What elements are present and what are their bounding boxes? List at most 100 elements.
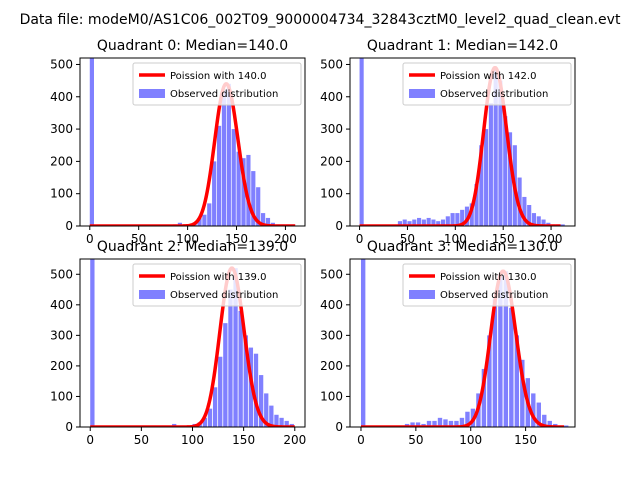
legend-label-poisson: Poission with 140.0 xyxy=(170,71,266,82)
quadrant-1-frame xyxy=(349,57,576,227)
y-tick-label: 0 xyxy=(335,420,343,434)
histogram-bar xyxy=(359,58,364,226)
histogram-bar xyxy=(492,298,498,427)
histogram-bar xyxy=(212,161,217,226)
x-tick-label: 200 xyxy=(274,232,297,246)
histogram-bar xyxy=(202,214,207,226)
legend-label-poisson: Poission with 130.0 xyxy=(440,272,536,283)
histogram-bar xyxy=(221,90,227,226)
histogram-bar xyxy=(223,323,228,427)
quadrant-0-plot-area xyxy=(89,58,296,226)
histogram-bar xyxy=(417,217,422,226)
histogram-bar xyxy=(465,411,470,427)
quadrant-2-legend: Poission with 139.0 Observed distribution xyxy=(132,263,302,307)
x-tick-label: 50 xyxy=(131,232,146,246)
histogram-bar xyxy=(197,217,202,226)
histogram-bar xyxy=(202,417,208,427)
histogram-bar xyxy=(246,154,251,226)
histogram-bar xyxy=(522,196,527,226)
quadrant-1-panel: Quadrant 1: Median=142.0 0 50 100 150 200 0 100… xyxy=(320,38,576,246)
histogram-bar xyxy=(410,422,415,427)
histogram-bar xyxy=(407,221,412,226)
y-tick-label: 400 xyxy=(50,90,73,104)
histogram-bar xyxy=(445,216,450,226)
histogram-bar xyxy=(253,353,259,427)
y-tick-label: 200 xyxy=(50,154,73,168)
y-tick-label: 100 xyxy=(50,389,73,403)
x-tick-label: 0 xyxy=(356,232,364,246)
histogram-bar xyxy=(459,417,465,427)
histogram-bar xyxy=(228,289,233,427)
histogram-bar xyxy=(509,307,514,427)
quadrant-2-panel: Quadrant 2: Median=139.0 0 50 100 150 200 0 100… xyxy=(50,239,306,447)
histogram-bar xyxy=(233,268,238,427)
histogram-bar xyxy=(265,217,271,226)
histogram-bar xyxy=(226,83,231,226)
histogram-bar xyxy=(455,213,460,226)
legend-bar-swatch xyxy=(409,89,435,98)
histogram-bar xyxy=(498,274,503,427)
histogram-bar xyxy=(90,259,95,427)
y-tick-label: 100 xyxy=(50,187,73,201)
x-tick-label: 100 xyxy=(181,433,204,447)
histogram-bar xyxy=(256,187,261,226)
y-tick-label: 100 xyxy=(320,187,343,201)
x-tick-label: 150 xyxy=(232,433,255,447)
histogram-bar xyxy=(450,213,455,226)
histogram-bar xyxy=(207,203,212,226)
y-tick-label: 300 xyxy=(320,328,343,342)
x-tick-label: 150 xyxy=(492,232,515,246)
figure-suptitle: Data file: modeM0/AS1C06_002T09_90000047… xyxy=(20,12,621,28)
histogram-bar xyxy=(454,420,459,427)
quadrant-0-frame xyxy=(79,57,306,227)
x-tick-label: 150 xyxy=(514,433,537,447)
y-tick-label: 400 xyxy=(320,298,343,312)
histogram-bar xyxy=(260,213,266,226)
histogram-bar xyxy=(536,216,541,226)
x-tick-label: 50 xyxy=(408,433,423,447)
y-tick-label: 200 xyxy=(50,359,73,373)
histogram-bar xyxy=(264,393,269,427)
histogram-bar xyxy=(436,221,441,226)
x-tick-label: 100 xyxy=(176,232,199,246)
histogram-bar xyxy=(212,387,218,427)
quadrant-2-title: Quadrant 2: Median=139.0 xyxy=(97,239,288,255)
histogram-bar xyxy=(284,420,289,427)
legend-label-observed: Observed distribution xyxy=(440,89,548,100)
histogram-bar xyxy=(488,103,493,226)
histogram-bar xyxy=(269,405,274,427)
histogram-bar xyxy=(547,420,552,427)
histogram-bar xyxy=(493,67,498,226)
histogram-bar xyxy=(531,393,536,427)
y-tick-label: 500 xyxy=(320,57,343,71)
y-tick-label: 500 xyxy=(50,267,73,281)
histogram-bar xyxy=(243,335,248,427)
quadrant-3-title: Quadrant 3: Median=130.0 xyxy=(367,239,558,255)
histogram-bar xyxy=(415,422,421,427)
quadrant-3-frame xyxy=(349,258,576,428)
poisson-curve xyxy=(89,82,296,226)
histogram-bar xyxy=(279,417,284,427)
histogram-bar xyxy=(474,184,479,226)
histogram-bar xyxy=(89,58,94,226)
y-tick-label: 300 xyxy=(320,122,343,136)
histogram-bar xyxy=(440,219,446,226)
legend-bar-swatch xyxy=(139,89,165,98)
y-tick-label: 400 xyxy=(50,298,73,312)
x-tick-label: 50 xyxy=(400,232,415,246)
histogram-bar xyxy=(536,402,541,427)
legend-bar-swatch xyxy=(139,290,165,299)
quadrant-3-legend: Poission with 130.0 Observed distribution xyxy=(402,263,572,307)
x-tick-label: 100 xyxy=(459,433,482,447)
x-tick-label: 0 xyxy=(86,232,94,246)
legend-label-poisson: Poission with 139.0 xyxy=(170,272,266,283)
histogram-bar xyxy=(431,219,436,226)
histogram-bar xyxy=(251,171,256,226)
legend-label-observed: Observed distribution xyxy=(170,89,278,100)
histogram-bar xyxy=(236,151,241,226)
x-tick-label: 50 xyxy=(134,433,149,447)
histogram-bar xyxy=(426,420,432,427)
histogram-bar xyxy=(437,417,443,427)
histogram-bar xyxy=(402,219,407,226)
